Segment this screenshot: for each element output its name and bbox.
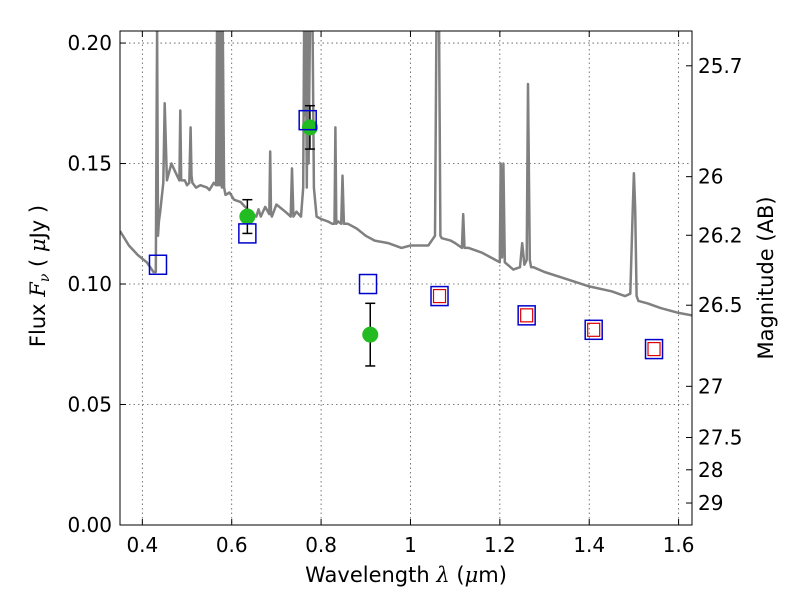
tick-marks: [120, 31, 692, 526]
model-band-inner-marker: [432, 288, 447, 304]
y-tick-label: 0.00: [67, 513, 112, 537]
model-band-layer: [148, 109, 664, 360]
model-spectrum-layer: [120, 31, 692, 317]
model-spectrum-line: [120, 31, 692, 317]
observed-point: [362, 326, 379, 343]
magnitude-tick-label: 27.5: [698, 426, 743, 450]
magnitude-tick-label: 28: [698, 458, 723, 482]
model-band-marker: [298, 109, 317, 131]
x-tick-labels: 0.4 0.6 0.8 1 1.2 1.4 1.6: [126, 533, 694, 557]
x-tick-label: 1.6: [663, 533, 695, 557]
model-band-marker: [358, 273, 378, 295]
model-band-marker: [644, 338, 664, 360]
x-tick-label: 0.4: [126, 533, 158, 557]
y-tick-label: 0.20: [67, 31, 112, 55]
observed-point: [301, 119, 318, 136]
x-axis-label: Wavelength λ (μm): [305, 563, 507, 587]
magnitude-axis-label: Magnitude (AB): [754, 196, 778, 359]
magnitude-tick-label: 26.5: [698, 293, 743, 317]
grid-lines: [120, 31, 692, 525]
model-band-marker: [430, 285, 449, 307]
model-band-inner-marker: [647, 341, 661, 357]
x-tick-label: 1.2: [484, 533, 516, 557]
x-tick-label: 0.8: [305, 533, 337, 557]
y-tick-label: 0.10: [67, 272, 112, 296]
model-band-marker: [148, 254, 168, 275]
model-band-inner-marker: [587, 322, 601, 337]
magnitude-tick-label: 29: [698, 491, 723, 515]
observed-point: [239, 208, 256, 225]
plot-frame: [119, 30, 693, 526]
model-band-marker: [584, 319, 603, 341]
x-tick-label: 1: [404, 533, 417, 557]
y-tick-label: 0.05: [67, 393, 112, 417]
y-tick-label: 0.15: [67, 152, 112, 176]
observed-points-layer: [239, 119, 379, 343]
model-band-marker: [517, 305, 536, 326]
model-band-marker: [238, 223, 257, 244]
magnitude-tick-label: 27: [698, 374, 723, 398]
magnitude-tick-label: 25.7: [698, 54, 743, 78]
x-tick-label: 1.4: [573, 533, 605, 557]
magnitude-tick-labels: 25.7 26 26.2 26.5 27 27.5 28 29: [698, 54, 743, 515]
y-tick-labels: 0.00 0.05 0.10 0.15 0.20: [67, 31, 112, 537]
model-band-inner-marker: [520, 308, 534, 323]
y-axis-label: Flux Fν ( μJy ): [26, 205, 53, 347]
magnitude-tick-label: 26: [698, 165, 723, 189]
x-tick-label: 0.6: [216, 533, 248, 557]
magnitude-tick-label: 26.2: [698, 223, 743, 247]
